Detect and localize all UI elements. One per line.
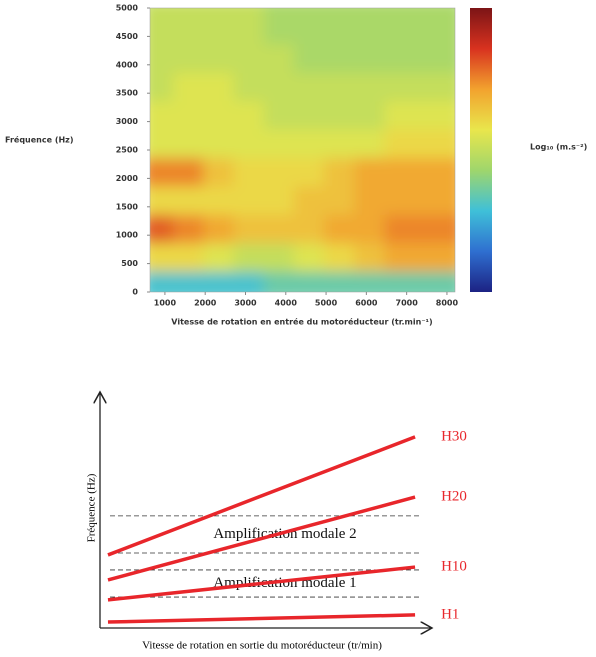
y-tick-label: 500 — [121, 259, 138, 268]
x-tick-label: 4000 — [275, 299, 298, 308]
y-tick-label: 2000 — [116, 174, 139, 183]
x-tick-label: 5000 — [315, 299, 338, 308]
y-tick-label: 0 — [132, 288, 138, 297]
series-label: H20 — [441, 489, 467, 505]
y-tick-label: 2500 — [116, 146, 139, 155]
y-tick-label: 1000 — [116, 231, 139, 240]
harmonic-line — [107, 495, 416, 582]
y-axis-label: Fréquence (Hz) — [5, 135, 73, 145]
x-tick-label: 2000 — [194, 299, 217, 308]
y-tick-label: 1500 — [116, 202, 139, 211]
x-tick-label: 7000 — [396, 299, 419, 308]
harmonic-line — [107, 613, 416, 624]
x-axis-label: Vitesse de rotation en sortie du motoréd… — [142, 640, 382, 652]
x-axis-label: Vitesse de rotation en entrée du motoréd… — [171, 317, 432, 327]
x-tick-label: 1000 — [154, 299, 177, 308]
colorbar — [470, 8, 492, 292]
harmonic-line — [107, 565, 416, 602]
harmonic-line — [107, 435, 416, 557]
x-tick-label: 6000 — [355, 299, 378, 308]
annotation: Amplification modale 1 — [213, 575, 356, 591]
y-tick-label: 4000 — [116, 60, 139, 69]
series-label: H10 — [441, 559, 467, 575]
x-tick-label: 3000 — [234, 299, 257, 308]
y-tick-label: 3000 — [116, 117, 139, 126]
colorbar-label: Log₁₀ (m.s⁻²) — [530, 143, 587, 152]
y-axis-label: Fréquence (Hz) — [86, 473, 98, 542]
series-label: H1 — [441, 606, 459, 622]
series-label: H30 — [441, 428, 467, 444]
y-tick-label: 5000 — [116, 4, 139, 13]
y-tick-label: 3500 — [116, 89, 139, 98]
heat-cell — [414, 8, 455, 45]
x-tick-label: 8000 — [436, 299, 459, 308]
y-tick-label: 4500 — [116, 32, 139, 41]
